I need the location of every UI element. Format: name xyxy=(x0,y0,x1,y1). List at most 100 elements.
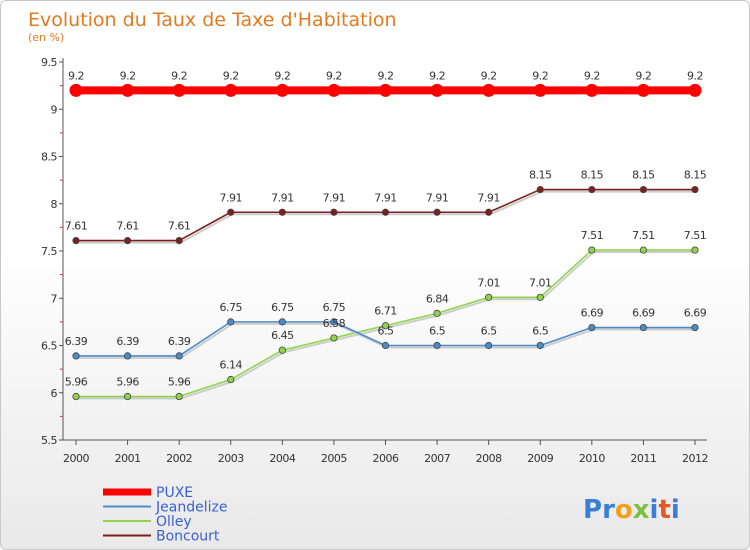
data-label: 7.51 xyxy=(684,229,707,242)
data-label: 9.2 xyxy=(120,69,136,82)
data-label: 6.45 xyxy=(271,329,294,342)
data-label: 7.91 xyxy=(271,191,294,204)
data-label: 9.2 xyxy=(429,69,445,82)
x-tick-label: 2012 xyxy=(682,452,708,465)
data-point xyxy=(227,318,235,326)
data-point xyxy=(72,392,80,401)
legend-label: Boncourt xyxy=(156,529,220,545)
data-point xyxy=(433,341,441,350)
data-point xyxy=(588,185,596,194)
data-label: 7.01 xyxy=(529,276,552,289)
legend-label: Olley xyxy=(156,514,192,530)
data-label: 6.5 xyxy=(532,325,548,338)
y-tick-label: 9.5 xyxy=(41,56,57,69)
legend-label: Jeandelize xyxy=(155,500,227,516)
data-point xyxy=(636,83,650,97)
data-point xyxy=(379,83,392,97)
data-label: 6.39 xyxy=(116,335,139,348)
data-point xyxy=(433,309,441,317)
data-label: 6.14 xyxy=(220,359,243,372)
logo-letter: o xyxy=(615,495,633,525)
x-tick-label: 2003 xyxy=(218,452,244,465)
data-label: 6.75 xyxy=(323,301,346,314)
logo-letter: P xyxy=(583,495,602,525)
data-point xyxy=(175,392,183,401)
x-tick-label: 2011 xyxy=(630,452,656,465)
data-point xyxy=(485,341,493,350)
series-puxe xyxy=(69,83,702,97)
data-point xyxy=(536,341,544,350)
data-point xyxy=(278,208,286,216)
data-label: 8.15 xyxy=(581,169,604,182)
data-label: 6.69 xyxy=(632,307,655,320)
series-boncourt xyxy=(72,185,699,245)
data-label: 6.69 xyxy=(684,307,707,320)
axes: 5.5 6 6.5 7 7.5 8 8.5 9 9.5 2000 2001 2002 2003 2004 2… xyxy=(41,56,709,465)
data-point xyxy=(430,83,444,97)
data-label: 8.15 xyxy=(632,169,655,182)
legend-item-boncourt: Boncourt xyxy=(103,529,220,545)
chart-title: Evolution du Taux de Taxe d'Habitation xyxy=(28,9,397,31)
data-label: 6.71 xyxy=(374,305,397,318)
data-point xyxy=(639,185,648,194)
logo-text: Proxiti xyxy=(583,495,680,525)
x-tick-label: 2000 xyxy=(63,452,89,465)
data-point xyxy=(485,293,493,301)
data-point xyxy=(536,185,544,194)
data-point xyxy=(123,392,132,401)
data-label: 6.5 xyxy=(481,325,497,338)
data-label: 9.2 xyxy=(532,69,548,82)
data-label: 6.58 xyxy=(323,317,346,330)
logo-letter: x xyxy=(633,495,650,525)
data-point xyxy=(485,208,493,216)
data-label: 9.2 xyxy=(326,69,342,82)
data-point xyxy=(175,352,183,360)
proxiti-logo: Proxiti xyxy=(583,495,680,525)
data-point xyxy=(123,352,132,360)
data-point xyxy=(330,208,338,216)
data-point xyxy=(275,83,289,97)
data-label: 7.61 xyxy=(65,220,88,233)
data-point xyxy=(227,375,235,384)
x-tick-label: 2002 xyxy=(166,452,192,465)
x-tick-label: 2010 xyxy=(579,452,605,465)
data-label: 6.5 xyxy=(429,325,445,338)
data-label: 5.96 xyxy=(116,376,139,389)
data-point xyxy=(639,246,648,254)
data-point xyxy=(72,237,80,245)
data-point xyxy=(69,83,83,97)
legend-label: PUXE xyxy=(156,485,193,501)
data-label: 8.15 xyxy=(684,169,707,182)
data-labels: 9.2 9.2 9.2 9.2 9.2 9.2 9.2 9.2 9.2 9.2 9.2 9.2 9.2 6… xyxy=(65,69,707,388)
data-label: 7.91 xyxy=(374,191,397,204)
data-label: 9.2 xyxy=(635,69,651,82)
data-label: 7.51 xyxy=(632,229,655,242)
y-tick-label: 6.5 xyxy=(41,340,57,353)
data-label: 6.39 xyxy=(65,335,88,348)
data-point xyxy=(72,352,80,360)
data-point xyxy=(482,83,496,97)
data-label: 7.91 xyxy=(426,191,449,204)
x-tick-label: 2007 xyxy=(424,452,450,465)
data-label: 9.2 xyxy=(274,69,290,82)
y-tick-label: 9 xyxy=(51,103,58,116)
y-tick-label: 5.5 xyxy=(41,434,57,447)
data-point xyxy=(123,237,132,245)
data-point xyxy=(533,83,547,97)
logo-letter: i xyxy=(650,495,659,525)
data-label: 9.2 xyxy=(584,69,600,82)
data-point xyxy=(588,246,596,254)
data-point xyxy=(433,208,441,216)
x-tick-label: 2005 xyxy=(321,452,347,465)
data-point xyxy=(588,323,596,332)
data-point xyxy=(381,208,390,216)
data-point xyxy=(691,246,699,254)
data-label: 9.2 xyxy=(223,69,239,82)
data-point xyxy=(278,346,286,354)
data-point xyxy=(381,341,390,350)
y-tick-label: 8.5 xyxy=(41,151,57,164)
logo-letter: t xyxy=(658,495,670,525)
data-label: 6.69 xyxy=(581,307,604,320)
series-jeandelize xyxy=(72,318,699,360)
